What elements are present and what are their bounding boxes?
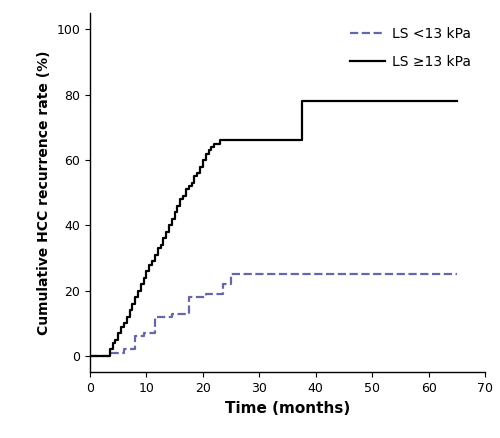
LS ≥13 kPa (183, 187, 189, 192)
LS ≥13 kPa (160, 236, 166, 241)
LS ≥13 kPa (217, 138, 223, 143)
LS <13 kPa (87, 353, 93, 359)
LS <13 kPa (178, 311, 184, 316)
LS ≥13 kPa (112, 337, 118, 342)
X-axis label: Time (months): Time (months) (225, 401, 350, 416)
LS ≥13 kPa (211, 141, 217, 146)
LS ≥13 kPa (202, 151, 208, 156)
LS ≥13 kPa (214, 141, 220, 146)
LS ≥13 kPa (118, 324, 124, 329)
LS ≥13 kPa (194, 170, 200, 176)
LS ≥13 kPa (192, 174, 198, 179)
LS ≥13 kPa (166, 223, 172, 228)
LS ≥13 kPa (208, 145, 214, 150)
LS ≥13 kPa (132, 295, 138, 300)
LS <13 kPa (107, 350, 113, 355)
LS <13 kPa (194, 295, 200, 300)
LS <13 kPa (234, 272, 239, 277)
LS ≥13 kPa (124, 314, 130, 319)
LS ≥13 kPa (152, 252, 158, 258)
Line: LS <13 kPa: LS <13 kPa (90, 274, 457, 356)
LS <13 kPa (146, 331, 152, 336)
LS <13 kPa (138, 334, 144, 339)
LS <13 kPa (228, 272, 234, 277)
LS ≥13 kPa (149, 259, 155, 264)
LS ≥13 kPa (87, 353, 93, 359)
LS ≥13 kPa (174, 203, 180, 208)
LS <13 kPa (160, 314, 166, 319)
Line: LS ≥13 kPa: LS ≥13 kPa (90, 101, 457, 356)
LS ≥13 kPa (188, 180, 194, 186)
LS ≥13 kPa (206, 148, 212, 153)
LS ≥13 kPa (146, 262, 152, 267)
LS <13 kPa (211, 291, 217, 297)
LS ≥13 kPa (454, 99, 460, 104)
LS <13 kPa (454, 272, 460, 277)
LS ≥13 kPa (115, 331, 121, 336)
LS ≥13 kPa (186, 184, 192, 189)
LS ≥13 kPa (110, 340, 116, 346)
LS ≥13 kPa (180, 193, 186, 198)
LS ≥13 kPa (130, 301, 136, 306)
LS ≥13 kPa (126, 307, 132, 313)
LS <13 kPa (104, 353, 110, 359)
LS <13 kPa (169, 311, 175, 316)
LS <13 kPa (152, 314, 158, 319)
LS ≥13 kPa (178, 197, 184, 202)
LS <13 kPa (220, 282, 226, 287)
LS <13 kPa (132, 334, 138, 339)
LS <13 kPa (121, 347, 127, 352)
LS ≥13 kPa (200, 157, 206, 162)
LS ≥13 kPa (107, 347, 113, 352)
LS ≥13 kPa (104, 353, 110, 359)
LS ≥13 kPa (197, 164, 203, 169)
LS ≥13 kPa (121, 321, 127, 326)
LS <13 kPa (186, 295, 192, 300)
LS ≥13 kPa (144, 268, 150, 274)
LS ≥13 kPa (154, 246, 160, 251)
LS <13 kPa (140, 331, 146, 336)
LS ≥13 kPa (163, 229, 169, 234)
Y-axis label: Cumulative HCC recurrence rate (%): Cumulative HCC recurrence rate (%) (37, 50, 51, 335)
LS ≥13 kPa (169, 216, 175, 222)
LS ≥13 kPa (138, 282, 144, 287)
LS <13 kPa (126, 347, 132, 352)
LS <13 kPa (202, 291, 208, 297)
LS ≥13 kPa (172, 210, 177, 215)
LS <13 kPa (115, 350, 121, 355)
LS ≥13 kPa (298, 99, 304, 104)
Legend: LS <13 kPa, LS ≥13 kPa: LS <13 kPa, LS ≥13 kPa (344, 20, 478, 76)
LS ≥13 kPa (135, 288, 141, 293)
LS ≥13 kPa (284, 138, 290, 143)
LS ≥13 kPa (140, 275, 146, 280)
LS ≥13 kPa (158, 242, 164, 247)
